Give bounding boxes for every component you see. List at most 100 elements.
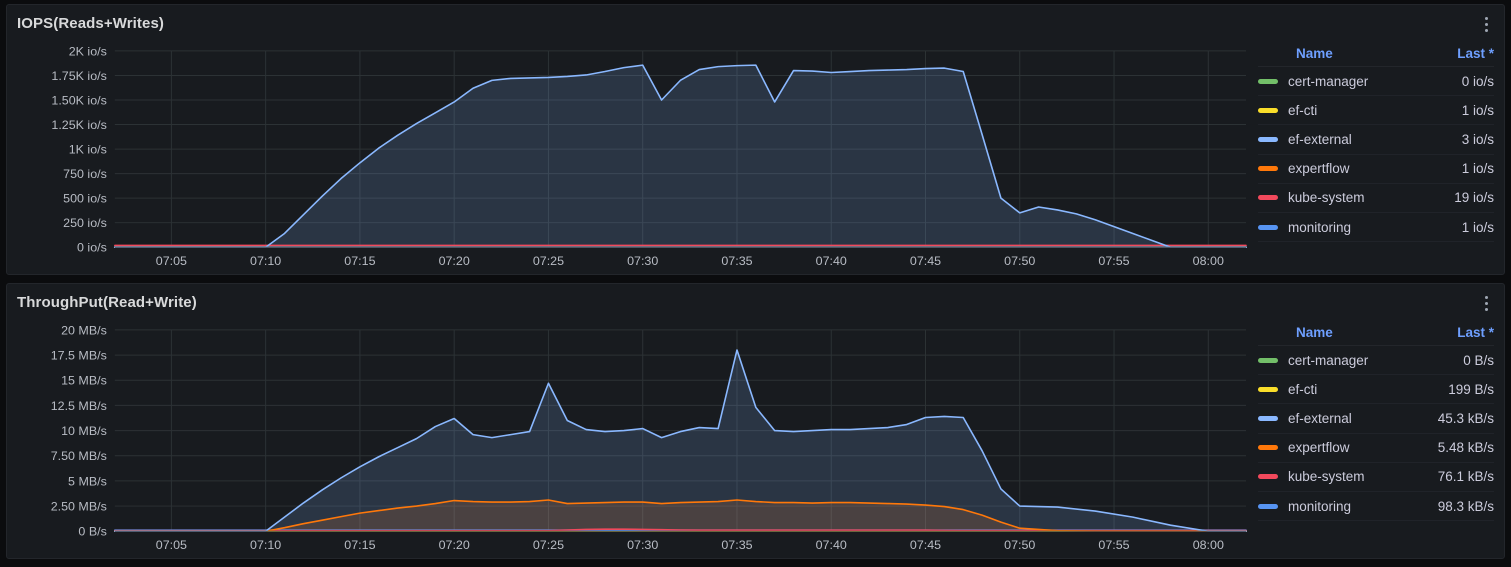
legend-throughput: Name Last * cert-manager 0 B/s ef-cti 199 B… (1250, 320, 1504, 558)
y-axis-tick-label: 2.50 MB/s (51, 500, 107, 514)
legend-series-name: ef-cti (1288, 381, 1318, 397)
series-color-swatch (1258, 136, 1288, 142)
legend-series-name: ef-external (1288, 131, 1352, 147)
legend-series-value: 1 io/s (1461, 161, 1494, 177)
legend-series-name: expertflow (1288, 440, 1350, 456)
x-axis-tick-label: 07:35 (721, 538, 752, 552)
x-axis-tick-label: 07:25 (533, 254, 564, 268)
legend-series-name: ef-cti (1288, 102, 1318, 118)
y-axis-tick-label: 500 io/s (63, 192, 107, 206)
legend-item[interactable]: ef-external 3 io/s (1258, 125, 1494, 155)
legend-item[interactable]: ef-external 45.3 kB/s (1258, 404, 1494, 434)
y-axis-tick-label: 15 MB/s (61, 374, 107, 388)
legend-item[interactable]: ef-cti 1 io/s (1258, 96, 1494, 126)
legend-header: Name Last * (1258, 41, 1494, 67)
legend-series-value: 45.3 kB/s (1437, 410, 1494, 426)
kebab-menu-icon[interactable] (1472, 9, 1500, 39)
series-color-swatch (1258, 166, 1288, 172)
legend-col-name[interactable]: Name (1296, 46, 1333, 61)
x-axis-tick-label: 07:55 (1098, 538, 1129, 552)
y-axis-tick-label: 7.50 MB/s (51, 449, 107, 463)
x-axis-tick-label: 07:50 (1004, 254, 1035, 268)
timeseries-plot-iops[interactable]: 0 io/s 250 io/s 500 io/s 750 io/s 1K io/s 1.2… (7, 41, 1250, 274)
series-color-swatch (1258, 386, 1288, 392)
series-color-swatch (1258, 195, 1288, 201)
legend-series-value: 1 io/s (1461, 102, 1494, 118)
legend-item[interactable]: expertflow 1 io/s (1258, 155, 1494, 184)
x-axis-tick-label: 07:05 (156, 538, 187, 552)
y-axis-tick-label: 750 io/s (63, 167, 107, 181)
y-axis-tick-label: 5 MB/s (68, 474, 107, 488)
x-axis-tick-label: 08:00 (1193, 538, 1224, 552)
legend-series-value: 19 io/s (1454, 190, 1494, 206)
page-title: ThroughPut(Read+Write) (17, 293, 197, 311)
x-axis-tick-label: 07:05 (156, 254, 187, 268)
panel-iops: IOPS(Reads+Writes) 0 io/s 250 io/s 500 io/… (6, 4, 1505, 275)
kebab-menu-icon[interactable] (1472, 288, 1500, 318)
legend-col-value[interactable]: Last * (1457, 325, 1494, 340)
x-axis-tick-label: 07:35 (721, 254, 752, 268)
legend-item[interactable]: kube-system 76.1 kB/s (1258, 463, 1494, 492)
legend-item[interactable]: kube-system 19 io/s (1258, 184, 1494, 213)
x-axis-tick-label: 07:10 (250, 538, 281, 552)
y-axis-tick-label: 0 io/s (77, 241, 107, 255)
x-axis-tick-label: 07:40 (816, 254, 847, 268)
legend-item[interactable]: ef-cti 199 B/s (1258, 375, 1494, 405)
legend-series-name: kube-system (1288, 190, 1365, 206)
x-axis-tick-label: 07:20 (439, 254, 470, 268)
x-axis-tick-label: 07:55 (1098, 254, 1129, 268)
panel-throughput: ThroughPut(Read+Write) 0 B/s 2.50 MB/s 5 M… (6, 283, 1505, 559)
legend-series-name: kube-system (1288, 469, 1365, 485)
legend-col-name[interactable]: Name (1296, 325, 1333, 340)
y-axis-tick-label: 1K io/s (69, 143, 107, 157)
x-axis-tick-label: 07:15 (344, 254, 375, 268)
panel-header: ThroughPut(Read+Write) (7, 284, 1504, 320)
timeseries-plot-throughput[interactable]: 0 B/s 2.50 MB/s 5 MB/s 7.50 MB/s 10 MB/s 12.5… (7, 320, 1250, 558)
y-axis-tick-label: 250 io/s (63, 216, 107, 230)
legend-item[interactable]: cert-manager 0 B/s (1258, 346, 1494, 376)
chart-canvas: 0 B/s 2.50 MB/s 5 MB/s 7.50 MB/s 10 MB/s 12.5… (51, 323, 1247, 552)
x-axis-tick-label: 07:20 (439, 538, 470, 552)
legend-series-name: monitoring (1288, 219, 1352, 235)
series-color-swatch (1258, 474, 1288, 480)
legend-item[interactable]: cert-manager 0 io/s (1258, 67, 1494, 97)
series-area (114, 500, 1247, 532)
series-color-swatch (1258, 415, 1288, 421)
y-axis-tick-label: 10 MB/s (61, 424, 107, 438)
panel-body: 0 B/s 2.50 MB/s 5 MB/s 7.50 MB/s 10 MB/s 12.5… (7, 320, 1504, 558)
legend-series-value: 3 io/s (1461, 131, 1494, 147)
x-axis-tick-label: 07:30 (627, 254, 658, 268)
series-color-swatch (1258, 503, 1288, 509)
y-axis-tick-label: 20 MB/s (61, 323, 107, 337)
x-axis-tick-label: 07:10 (250, 254, 281, 268)
x-axis-tick-label: 07:50 (1004, 538, 1035, 552)
legend-series-value: 0 io/s (1461, 73, 1494, 89)
legend-series-value: 199 B/s (1448, 381, 1494, 397)
series-color-swatch (1258, 445, 1288, 451)
panel-header: IOPS(Reads+Writes) (7, 5, 1504, 41)
panel-body: 0 io/s 250 io/s 500 io/s 750 io/s 1K io/s 1.2… (7, 41, 1504, 274)
series-line (114, 528, 1247, 532)
x-axis-tick-label: 07:45 (910, 254, 941, 268)
x-axis-tick-label: 07:45 (910, 538, 941, 552)
series-color-swatch (1258, 78, 1288, 84)
x-axis-tick-label: 07:40 (816, 538, 847, 552)
series-line (114, 499, 1247, 533)
y-axis-tick-label: 1.50K io/s (51, 93, 106, 107)
legend-item[interactable]: monitoring 1 io/s (1258, 213, 1494, 243)
legend-col-value[interactable]: Last * (1457, 46, 1494, 61)
legend-series-name: monitoring (1288, 498, 1352, 514)
x-axis-tick-label: 07:30 (627, 538, 658, 552)
y-axis-tick-label: 0 B/s (78, 525, 106, 539)
legend-series-value: 5.48 kB/s (1437, 440, 1494, 456)
legend-series-value: 0 B/s (1463, 352, 1494, 368)
series-color-swatch (1258, 107, 1288, 113)
legend-series-name: expertflow (1288, 161, 1350, 177)
legend-item[interactable]: monitoring 98.3 kB/s (1258, 492, 1494, 522)
series-color-swatch (1258, 357, 1288, 363)
series-area (114, 350, 1247, 532)
y-axis-tick-label: 1.75K io/s (51, 69, 106, 83)
legend-item[interactable]: expertflow 5.48 kB/s (1258, 434, 1494, 463)
y-axis-tick-label: 2K io/s (69, 44, 107, 58)
